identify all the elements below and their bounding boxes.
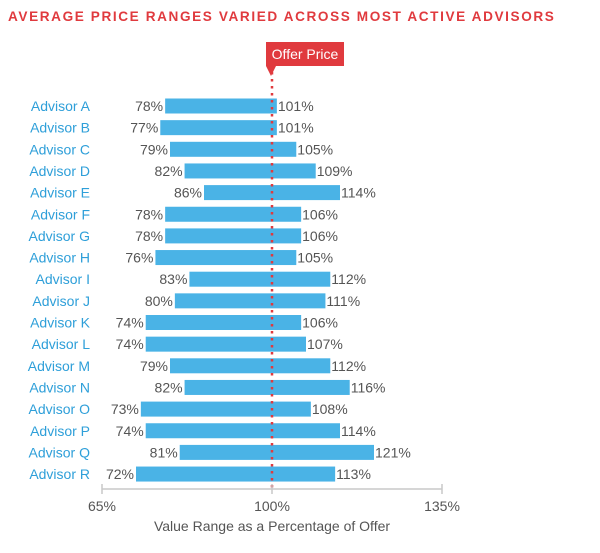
low-value-label: 82% — [155, 379, 183, 395]
low-value-label: 72% — [106, 466, 134, 482]
low-value-label: 74% — [116, 336, 144, 352]
high-value-label: 101% — [278, 98, 314, 114]
category-label: Advisor G — [29, 228, 90, 244]
bar-layer: Advisor A 78% 101% Advisor B 77% 101% Advisor … — [28, 98, 411, 482]
offer-price-label: Offer Price — [272, 46, 339, 62]
category-label: Advisor C — [29, 141, 90, 157]
range-bar — [189, 271, 331, 287]
high-value-label: 108% — [312, 401, 348, 417]
high-value-label: 113% — [336, 466, 371, 482]
category-label: Advisor D — [29, 163, 90, 179]
high-value-label: 111% — [326, 293, 360, 309]
high-value-label: 106% — [302, 228, 338, 244]
high-value-label: 112% — [331, 271, 366, 287]
low-value-label: 86% — [174, 185, 202, 201]
range-bar — [179, 444, 374, 460]
x-tick-label: 135% — [424, 498, 460, 514]
category-label: Advisor R — [29, 466, 90, 482]
high-value-label: 105% — [297, 141, 333, 157]
range-bar — [184, 379, 350, 395]
high-value-label: 114% — [341, 185, 376, 201]
offer-price-callout — [266, 42, 344, 66]
low-value-label: 78% — [135, 228, 163, 244]
low-value-label: 80% — [145, 293, 173, 309]
low-value-label: 78% — [135, 98, 163, 114]
range-bar — [170, 141, 297, 157]
low-value-label: 73% — [111, 401, 139, 417]
low-value-label: 82% — [155, 163, 183, 179]
category-label: Advisor J — [32, 293, 90, 309]
range-bar — [165, 98, 277, 114]
high-value-label: 114% — [341, 423, 376, 439]
category-label: Advisor A — [31, 98, 91, 114]
category-label: Advisor L — [32, 336, 91, 352]
high-value-label: 101% — [278, 120, 314, 136]
category-label: Advisor K — [30, 315, 91, 331]
range-bar — [174, 293, 326, 309]
low-value-label: 76% — [125, 250, 153, 266]
category-label: Advisor M — [28, 358, 90, 374]
low-value-label: 79% — [140, 141, 168, 157]
low-value-label: 77% — [130, 120, 158, 136]
category-label: Advisor N — [29, 379, 90, 395]
low-value-label: 79% — [140, 358, 168, 374]
high-value-label: 109% — [317, 163, 353, 179]
high-value-label: 116% — [351, 379, 386, 395]
range-bar — [165, 228, 302, 244]
reference-line-group: Offer Price — [266, 42, 344, 489]
chart-title: AVERAGE PRICE RANGES VARIED ACROSS MOST … — [8, 9, 556, 24]
range-bar — [155, 250, 297, 266]
x-axis: 65% 100% 135% Value Range as a Percentage o… — [88, 484, 460, 534]
category-label: Advisor F — [31, 206, 90, 222]
x-tick-label: 100% — [254, 498, 290, 514]
range-bar — [170, 358, 331, 374]
range-bar — [140, 401, 311, 417]
category-label: Advisor O — [29, 401, 91, 417]
range-bar — [136, 466, 336, 482]
range-bar — [145, 423, 340, 439]
category-label: Advisor Q — [29, 444, 91, 460]
x-axis-label: Value Range as a Percentage of Offer — [154, 518, 390, 534]
low-value-label: 74% — [116, 423, 144, 439]
high-value-label: 105% — [297, 250, 333, 266]
range-bar — [184, 163, 316, 179]
callout-pointer — [266, 66, 276, 76]
high-value-label: 121% — [375, 444, 411, 460]
x-tick-label: 65% — [88, 498, 116, 514]
low-value-label: 74% — [116, 315, 144, 331]
high-value-label: 106% — [302, 206, 338, 222]
high-value-label: 106% — [302, 315, 338, 331]
range-bar — [145, 315, 302, 330]
high-value-label: 112% — [331, 358, 366, 374]
range-bar — [160, 120, 277, 136]
low-value-label: 81% — [150, 444, 178, 460]
category-label: Advisor H — [29, 250, 90, 266]
category-label: Advisor E — [30, 185, 90, 201]
low-value-label: 78% — [135, 206, 163, 222]
range-bar — [145, 336, 306, 352]
high-value-label: 107% — [307, 336, 343, 352]
category-label: Advisor B — [30, 120, 90, 136]
low-value-label: 83% — [159, 271, 187, 287]
category-label: Advisor I — [36, 271, 90, 287]
category-label: Advisor P — [30, 423, 90, 439]
range-bar — [165, 206, 302, 222]
